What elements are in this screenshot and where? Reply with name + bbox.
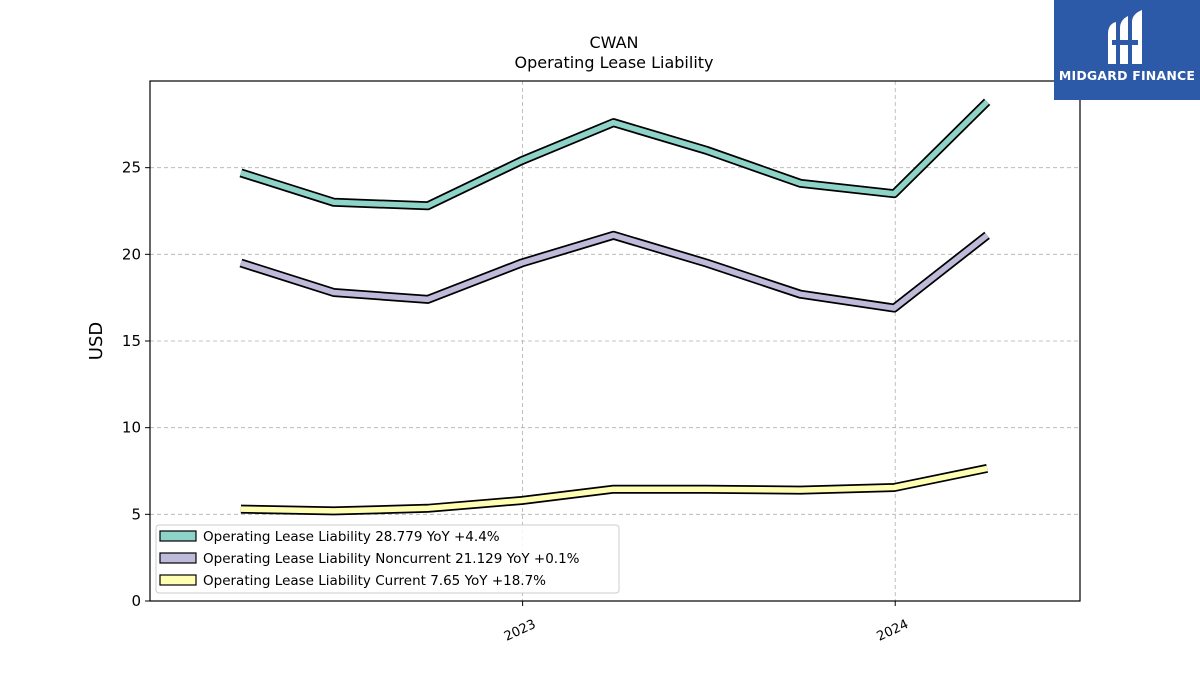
legend-box [155, 524, 620, 594]
legend: Operating Lease Liability 28.779 YoY +4.… [155, 524, 620, 594]
legend-swatch-operating-lease-liability-current [159, 574, 197, 586]
y-axis-label: USD [86, 322, 107, 360]
legend-swatch-operating-lease-liability-noncurrent [159, 552, 197, 564]
series-line-operating-lease-liability-current [240, 465, 988, 514]
legend-label-operating-lease-liability: Operating Lease Liability 28.779 YoY +4.… [203, 529, 500, 545]
series-lines [239, 98, 991, 516]
chart-subtitle: Operating Lease Liability [514, 53, 713, 72]
y-tick-label: 10 [122, 419, 141, 437]
y-tick-label: 25 [122, 159, 141, 177]
y-tick-label: 0 [131, 592, 141, 610]
brand-name: MIDGARD FINANCE [1058, 68, 1196, 83]
legend-label-operating-lease-liability-noncurrent: Operating Lease Liability Noncurrent 21.… [203, 551, 580, 567]
brand-logo: MIDGARD FINANCE [1054, 0, 1200, 100]
series-line-operating-lease-liability [240, 99, 990, 209]
y-tick-label: 5 [131, 505, 141, 523]
series-line-operating-lease-liability-noncurrent [240, 232, 989, 311]
x-tick-label: 2024 [875, 617, 911, 645]
y-tick-label: 20 [122, 245, 141, 263]
x-tick-label: 2023 [502, 617, 538, 645]
legend-swatch-operating-lease-liability [159, 530, 197, 542]
y-tick-label: 15 [122, 332, 141, 350]
grid [150, 81, 1080, 601]
series-outline-operating-lease-liability-noncurrent [239, 230, 990, 313]
midgard-logo-icon [1108, 10, 1142, 64]
chart-title: CWAN [589, 33, 638, 52]
legend-label-operating-lease-liability-current: Operating Lease Liability Current 7.65 Y… [203, 573, 546, 589]
